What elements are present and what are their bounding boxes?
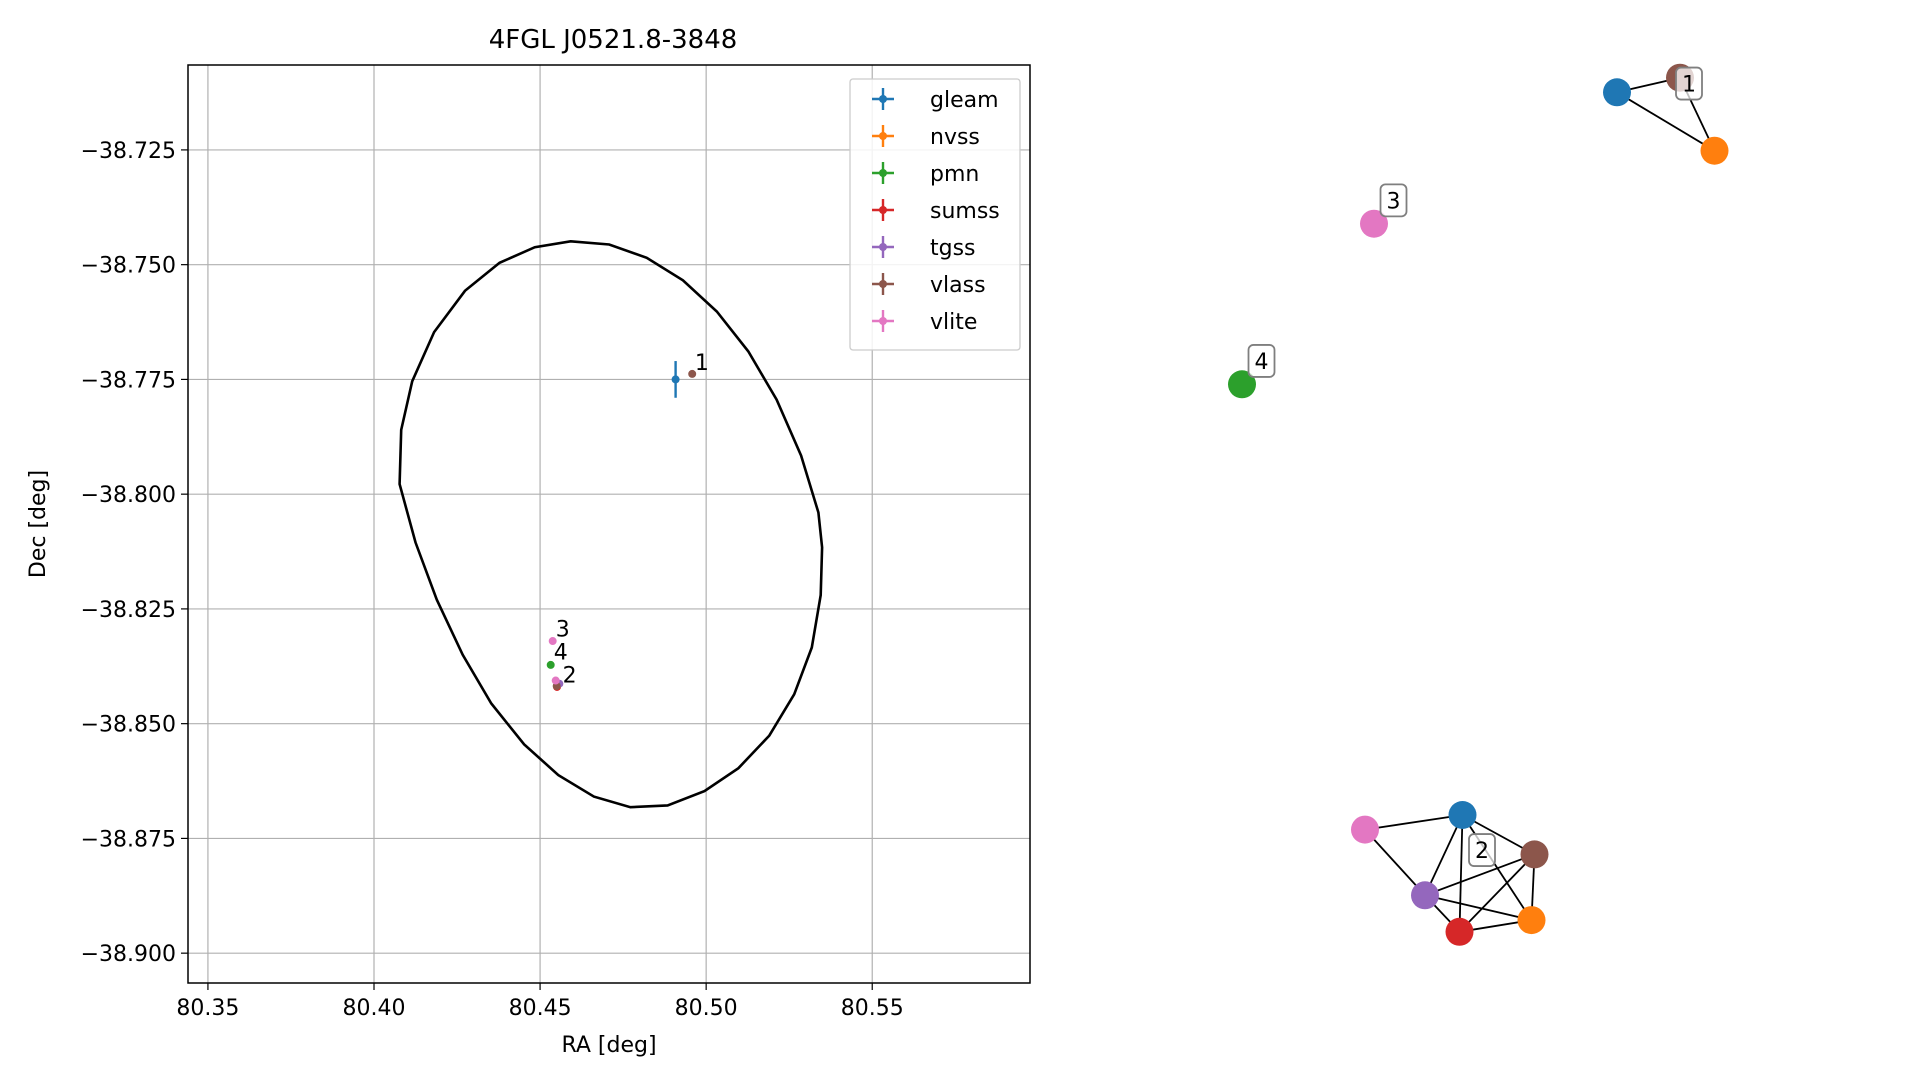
y-tick-label: −38.900 <box>81 942 176 967</box>
legend-dot-nvss <box>879 132 887 140</box>
graph-label-box <box>1247 344 1276 378</box>
ellipse-outline <box>398 239 824 809</box>
annotation-label: 1 <box>695 351 709 376</box>
y-tick-label: −38.750 <box>81 254 176 279</box>
annotation-label: 4 <box>554 640 568 665</box>
y-tick-label: −38.800 <box>81 483 176 508</box>
y-tick-label: −38.825 <box>81 598 176 623</box>
x-axis-ticks: 80.35 80.40 80.45 80.50 80.55 <box>176 983 904 1021</box>
legend-label-pmn: pmn <box>930 162 979 187</box>
annotation-label: 2 <box>563 663 577 688</box>
annotation-label: 3 <box>556 617 570 642</box>
graph-label: 1 <box>1682 73 1696 98</box>
legend-label-nvss: nvss <box>930 125 980 150</box>
graph-edge <box>1364 828 1426 896</box>
axes-frame <box>187 64 1031 984</box>
graph-edges <box>1364 76 1716 933</box>
graph-edge <box>1458 814 1464 932</box>
x-tick-label: 80.45 <box>509 996 572 1021</box>
graph-label: 3 <box>1387 189 1401 214</box>
point-annotations: 1 2 34 <box>554 351 709 688</box>
graph-node <box>1520 840 1549 869</box>
graph-label-box <box>1379 183 1408 218</box>
legend-label-vlite: vlite <box>930 310 977 335</box>
point-vlite <box>548 637 557 646</box>
legend-label-sumss: sumss <box>930 199 1000 224</box>
x-tick-label: 80.35 <box>176 996 239 1021</box>
data-points <box>546 361 697 691</box>
graph-node <box>1360 209 1388 238</box>
legend-dot-vlite <box>879 317 887 325</box>
y-axis-label: Dec [deg] <box>26 470 51 578</box>
graph-node <box>1603 78 1631 107</box>
graph-node <box>1517 906 1546 935</box>
x-tick-label: 80.40 <box>343 996 406 1021</box>
y-axis-ticks: −38.725 −38.750 −38.775 −38.800 −38.825 −38.8… <box>81 139 188 967</box>
network-graph: 1 2 3 4 <box>1228 63 1729 946</box>
graph-node <box>1411 881 1439 910</box>
graph-edge <box>1424 894 1532 921</box>
graph-node <box>1700 136 1729 165</box>
legend-label-gleam: gleam <box>930 88 999 113</box>
localization-ellipse <box>398 239 824 809</box>
x-tick-label: 80.55 <box>841 996 904 1021</box>
legend-dot-vlass <box>879 280 887 288</box>
point-pmn <box>546 660 555 669</box>
x-tick-label: 80.50 <box>675 996 738 1021</box>
legend: gleam nvss pmn sumss tgss vlass vlite <box>849 78 1021 351</box>
x-axis-label: RA [deg] <box>561 1033 656 1058</box>
graph-label: 4 <box>1255 350 1269 375</box>
legend-dot-sumss <box>879 206 887 214</box>
graph-labels: 1 2 3 4 <box>1247 66 1703 867</box>
y-tick-label: −38.775 <box>81 368 176 393</box>
chart-title: 4FGL J0521.8-3848 <box>489 25 738 55</box>
point-vlass <box>688 369 697 378</box>
graph-label-box <box>1675 66 1703 101</box>
legend-dot-pmn <box>879 169 887 177</box>
graph-edge <box>1458 853 1536 933</box>
point-gleam <box>671 375 680 384</box>
graph-node <box>1228 370 1256 399</box>
y-tick-label: −38.875 <box>81 827 176 852</box>
graph-label: 2 <box>1475 839 1489 864</box>
legend-label-tgss: tgss <box>930 236 976 261</box>
graph-node <box>1351 815 1379 844</box>
y-tick-label: −38.725 <box>81 139 176 164</box>
graph-node <box>1448 801 1477 829</box>
graph-edge <box>1616 91 1715 152</box>
legend-dot-gleam <box>879 95 887 103</box>
y-tick-label: −38.850 <box>81 713 176 738</box>
graph-edge <box>1424 814 1464 896</box>
gridlines <box>188 65 1030 983</box>
graph-label-box <box>1468 833 1496 867</box>
legend-dot-tgss <box>879 243 887 251</box>
graph-edge <box>1364 814 1463 831</box>
legend-label-vlass: vlass <box>930 273 986 298</box>
point-vlite <box>551 676 560 685</box>
legend-box <box>849 78 1021 351</box>
graph-nodes <box>1228 63 1729 946</box>
graph-node <box>1445 917 1474 946</box>
graph-edge <box>1424 853 1535 897</box>
